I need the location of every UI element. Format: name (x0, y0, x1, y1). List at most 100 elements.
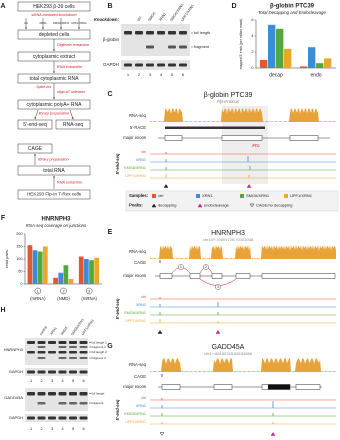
band (157, 63, 165, 67)
band (58, 392, 67, 396)
peak-marker (215, 330, 221, 334)
label: 2 (138, 72, 141, 77)
band (79, 370, 88, 374)
box (17, 189, 91, 200)
arrow (34, 109, 39, 120)
label: total RNA (43, 168, 65, 174)
label: CAGE (134, 260, 146, 265)
label: GAPDH (9, 369, 23, 374)
band (69, 351, 77, 354)
band (157, 31, 165, 35)
band (124, 31, 132, 35)
chart-subtitle: Total Decapping and Endocleavage (258, 10, 326, 15)
band (135, 63, 143, 67)
peak-marker (157, 330, 163, 334)
band (135, 31, 143, 35)
label: 3 (51, 379, 53, 383)
panel-letter: F (1, 215, 6, 222)
band (69, 346, 77, 348)
y-tick-label: 2 (251, 50, 253, 54)
label: endocleavage (204, 203, 230, 208)
band (37, 402, 46, 405)
label: RNA-seq (63, 122, 84, 128)
band (58, 402, 67, 405)
band (79, 416, 88, 420)
band (168, 31, 176, 35)
label: full length 2 (92, 350, 108, 354)
band (168, 45, 176, 49)
label: 3 (217, 285, 219, 289)
peak-marker (246, 184, 252, 188)
panel-letter: A (0, 3, 5, 10)
band (48, 351, 56, 354)
exon (295, 384, 321, 390)
label: RNA-seq (129, 362, 147, 367)
bar (63, 265, 69, 284)
blot (121, 60, 190, 70)
race-read (165, 126, 265, 129)
label: ctrl (24, 21, 28, 25)
panel-letter: E (108, 229, 113, 236)
panel-letter: B (107, 3, 112, 10)
junction-badge (178, 264, 184, 270)
label: ctrl (141, 150, 146, 154)
label: 5'-end-seq (23, 122, 47, 128)
label: Knockdown: (94, 17, 120, 22)
bar (268, 24, 276, 68)
coverage-profile (150, 108, 336, 122)
y-tick-label: 150 (16, 245, 22, 249)
legend-swatch (240, 194, 244, 198)
label: XRN1 (136, 303, 146, 307)
label: library preparation (38, 158, 69, 162)
bar (78, 256, 84, 284)
box (17, 99, 91, 110)
label: 5'-end-seq (115, 153, 120, 174)
label: HEK293 Flp-In T-Rex cells (27, 192, 82, 197)
y-tick-label: 4 (251, 34, 253, 38)
label: SMG6/XRN1 (124, 166, 146, 170)
bar (308, 47, 316, 68)
legend-label: XRN1 (202, 193, 213, 198)
x-tick-label: (mRNA) (30, 296, 46, 301)
exon (213, 384, 233, 390)
bar (94, 257, 100, 284)
peak-marker (163, 184, 169, 188)
label: Samples: (129, 193, 149, 198)
y-axis-label: mapped 5' ends (per million reads) (239, 19, 243, 70)
band (69, 341, 77, 344)
band (37, 416, 46, 420)
label: GADD45A (4, 395, 23, 400)
label: XRN1 (49, 326, 58, 336)
label: 1 (37, 289, 39, 293)
band (48, 416, 56, 420)
peak-marker (197, 203, 203, 208)
label: HEK293 β-39 cells (33, 4, 75, 10)
label: RNA extraction (57, 65, 82, 69)
y-tick-label: 6 (251, 18, 253, 22)
label: 5'-RACE (130, 125, 146, 130)
band (37, 370, 46, 374)
band (69, 416, 77, 420)
label: full length (92, 391, 105, 395)
label: GAPDH (103, 62, 119, 67)
band (37, 357, 46, 359)
band (58, 346, 67, 348)
band (79, 341, 88, 344)
chart-title: β-globin PTC39 (270, 4, 315, 10)
bar (58, 272, 64, 284)
band (58, 370, 67, 374)
label: major exons (123, 384, 146, 389)
blot (121, 24, 190, 56)
exon (211, 273, 223, 279)
label: XRN1 (136, 158, 146, 162)
band (179, 31, 187, 35)
label: GAPDH (9, 415, 23, 420)
peak-marker (151, 203, 157, 208)
legend-swatch (284, 194, 288, 198)
bar (53, 277, 58, 284)
y-tick-label: 0 (20, 282, 22, 286)
label: XRN1 (158, 12, 167, 22)
label: 3 (88, 289, 90, 293)
bar (42, 246, 48, 284)
